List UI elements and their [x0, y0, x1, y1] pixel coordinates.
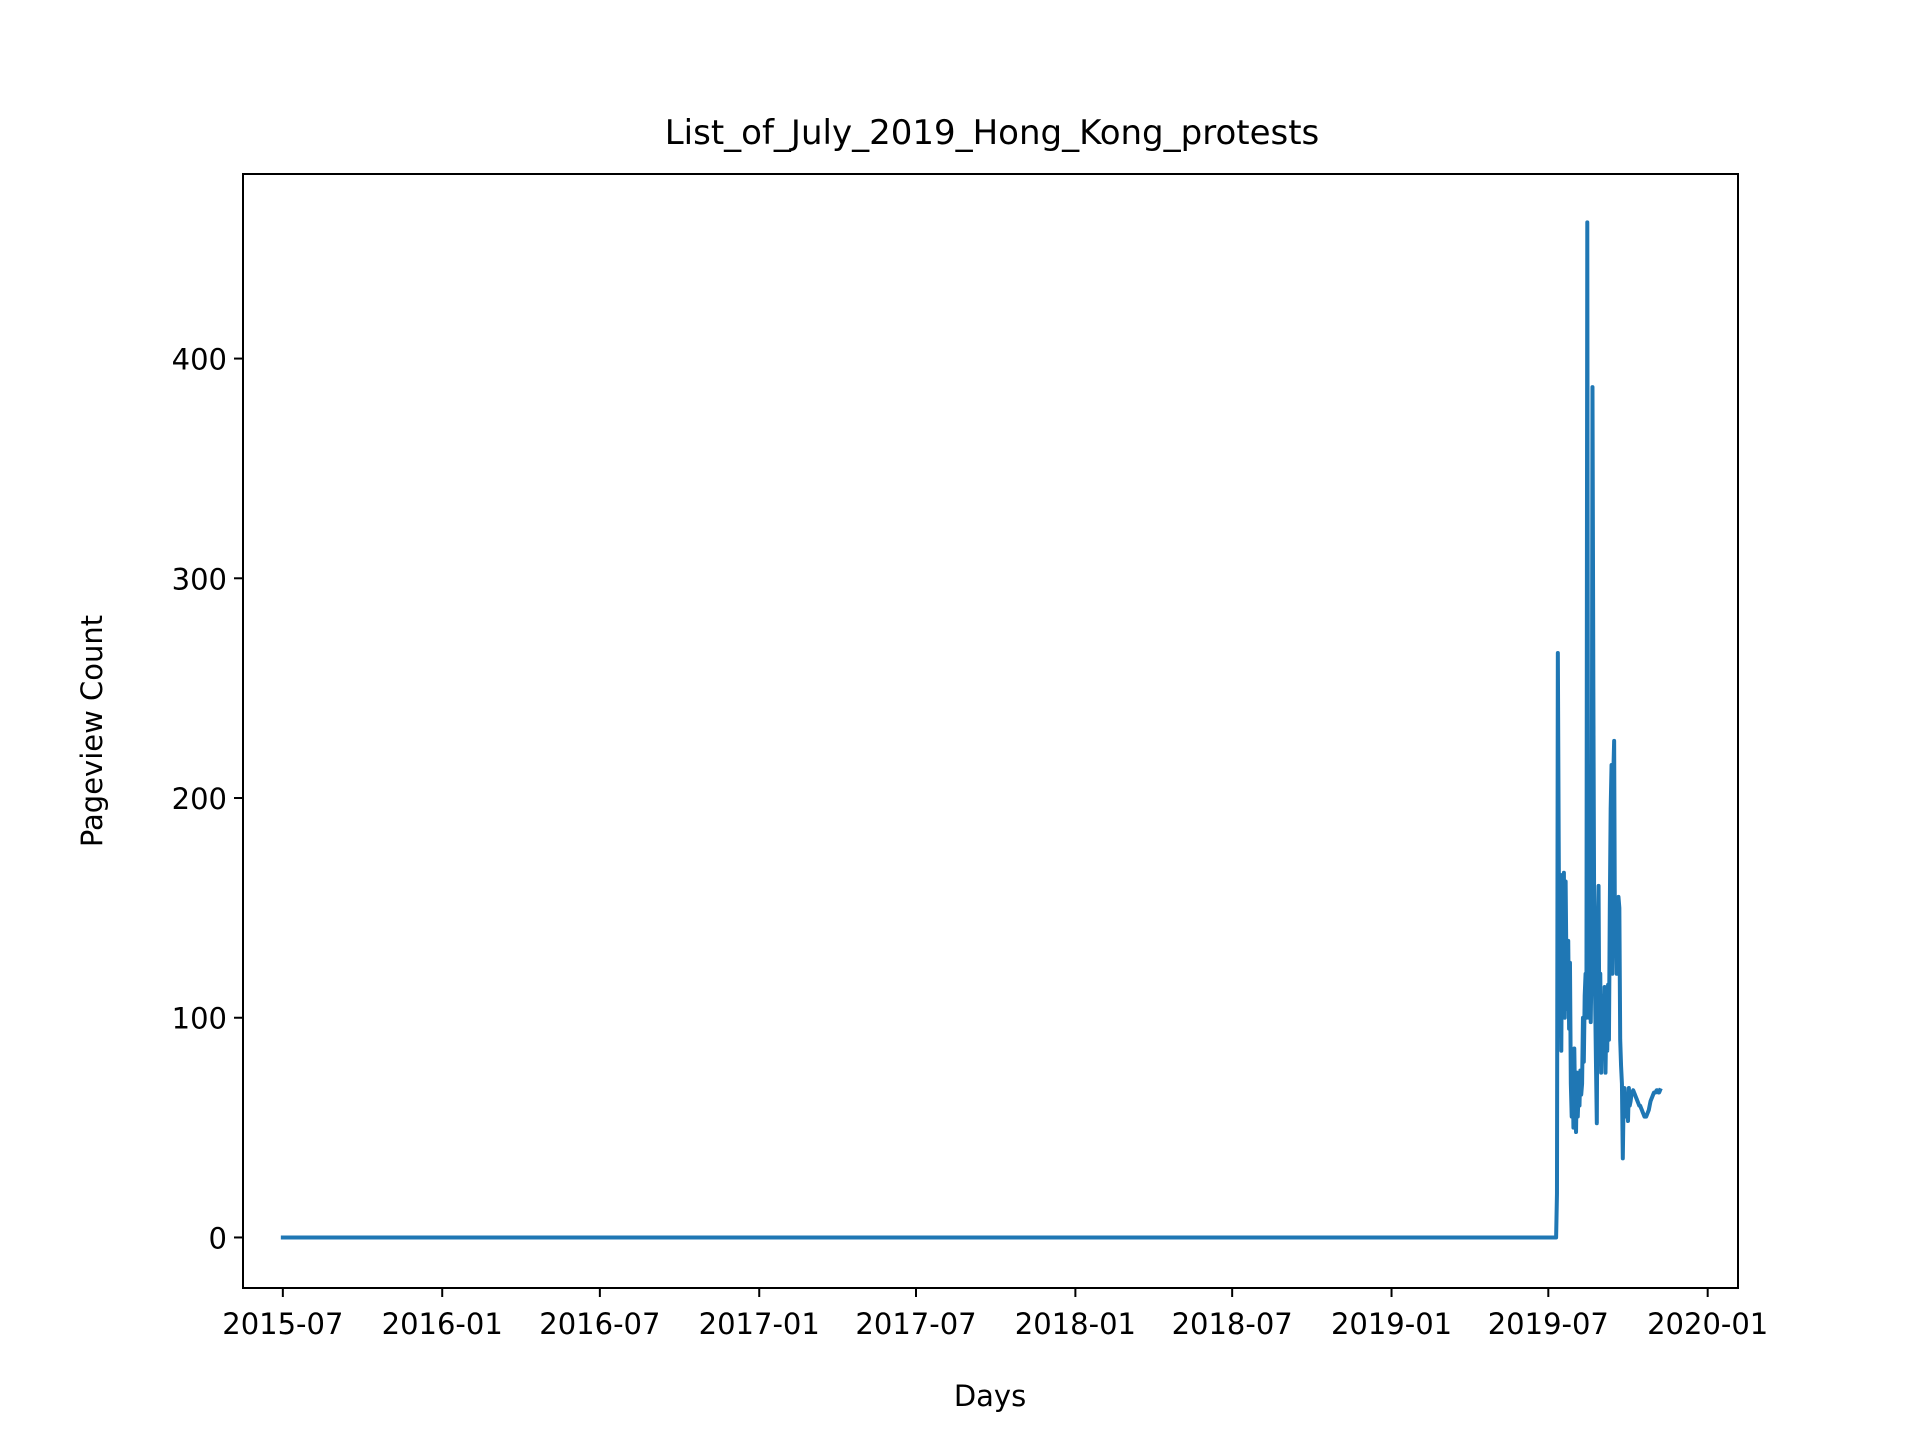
x-axis-label: Days	[954, 1379, 1026, 1413]
y-tick-label: 100	[172, 1002, 227, 1036]
x-tick-label: 2015-07	[222, 1307, 343, 1341]
y-tick-label: 400	[172, 343, 227, 377]
x-tick-label: 2016-07	[539, 1307, 660, 1341]
x-tick-label: 2020-01	[1647, 1307, 1768, 1341]
x-tick-label: 2017-07	[855, 1307, 976, 1341]
x-tick-label: 2016-01	[382, 1307, 503, 1341]
y-axis: 0 100 200 300 400	[172, 343, 243, 1255]
series-line-pageviews	[280, 220, 1663, 1240]
x-tick-label: 2017-01	[699, 1307, 820, 1341]
y-axis-label: Pageview Count	[75, 615, 109, 847]
x-tick-label: 2018-01	[1015, 1307, 1136, 1341]
y-tick-label: 200	[172, 782, 227, 816]
chart-title: List_of_July_2019_Hong_Kong_protests	[665, 113, 1320, 153]
plot-area	[280, 220, 1663, 1240]
plot-frame	[242, 173, 1739, 1289]
y-tick-label: 300	[172, 562, 227, 596]
x-tick-label: 2019-07	[1488, 1307, 1609, 1341]
y-tick-label: 0	[209, 1221, 227, 1255]
x-tick-label: 2018-07	[1172, 1307, 1293, 1341]
x-tick-label: 2019-01	[1331, 1307, 1452, 1341]
x-axis: 2015-07 2016-01 2016-07 2017-01 2017-07 2018-…	[222, 1288, 1768, 1341]
